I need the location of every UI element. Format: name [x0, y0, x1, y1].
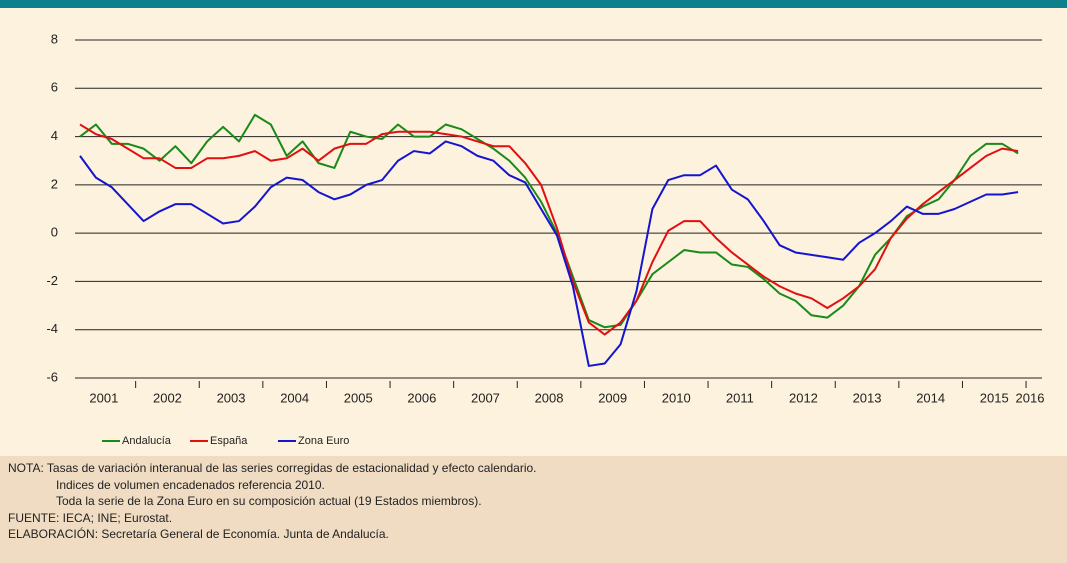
note: NOTA: Tasas de variación interanual de l… — [8, 461, 537, 475]
x-tick-label: 2016 — [1016, 390, 1045, 405]
x-tick-label: 2005 — [344, 390, 373, 405]
x-tick-label: 2008 — [535, 390, 564, 405]
x-tick-label: 2002 — [153, 390, 182, 405]
y-tick-label: 0 — [51, 225, 58, 240]
x-tick-label: 2001 — [89, 390, 118, 405]
top-bar — [0, 0, 1067, 8]
y-tick-label: -4 — [46, 321, 58, 336]
note: ELABORACIÓN: Secretaría General de Econo… — [8, 527, 389, 541]
x-tick-label: 2006 — [407, 390, 436, 405]
x-tick-label: 2010 — [662, 390, 691, 405]
x-tick-label: 2014 — [916, 390, 945, 405]
y-tick-label: 2 — [51, 176, 58, 191]
x-tick-label: 2011 — [726, 390, 754, 405]
x-tick-label: 2009 — [598, 390, 627, 405]
y-tick-label: -2 — [46, 273, 58, 288]
note: Toda la serie de la Zona Euro en su comp… — [56, 494, 482, 508]
note: FUENTE: IECA; INE; Eurostat. — [8, 510, 173, 525]
y-tick-label: 6 — [51, 80, 58, 95]
x-tick-label: 2012 — [789, 390, 818, 405]
legend-label: Andalucía — [122, 435, 172, 447]
notes: NOTA: Tasas de variación interanual de l… — [0, 456, 1067, 563]
y-tick-label: 8 — [51, 31, 58, 46]
y-tick-label: 4 — [51, 128, 58, 143]
x-tick-label: 2013 — [853, 390, 882, 405]
x-tick-label: 2007 — [471, 390, 500, 405]
series-line — [79, 123, 1019, 336]
x-tick-label: 2003 — [217, 390, 246, 405]
x-tick-label: 2004 — [280, 390, 309, 405]
series-line — [79, 140, 1019, 367]
y-tick-label: -6 — [46, 369, 58, 384]
series-line — [79, 113, 1019, 329]
chart: -6 -4 -2 0 2 4 6 8 2001 2002 2003 2004 2005 2006 2007 2… — [0, 0, 1067, 447]
legend-label: Zona Euro — [298, 435, 349, 447]
note: Indices de volumen encadenados referenci… — [56, 477, 325, 492]
x-tick-label: 2015 — [980, 390, 1009, 405]
legend-label: España — [210, 435, 248, 447]
